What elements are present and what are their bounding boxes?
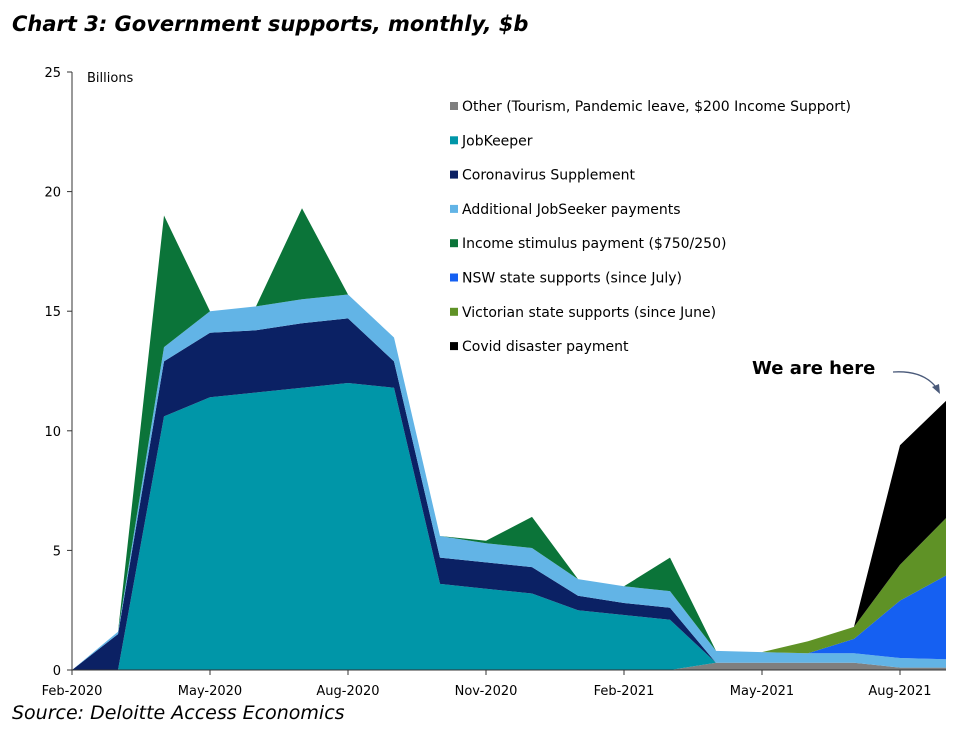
legend: Other (Tourism, Pandemic leave, $200 Inc… [450, 99, 851, 355]
source-note: Source: Deloitte Access Economics [12, 702, 345, 724]
y-tick-label: 0 [53, 664, 61, 679]
x-tick-label: Aug-2020 [316, 684, 379, 699]
legend-swatch [450, 136, 458, 145]
area-other-tourism-pandemic-leave-200-income-support [72, 662, 946, 670]
y-tick-label: 15 [44, 305, 61, 320]
legend-label: NSW state supports (since July) [462, 271, 682, 287]
x-tick-label: Aug-2021 [868, 684, 931, 699]
x-tick-label: Feb-2021 [594, 684, 655, 699]
area-victorian-state-supports-since-june [72, 208, 946, 671]
legend-swatch [450, 307, 458, 316]
annotation-text: We are here [752, 358, 875, 379]
legend-label: JobKeeper [461, 133, 533, 149]
legend-swatch [450, 239, 458, 248]
x-tick-label: May-2020 [178, 684, 242, 699]
chart-title: Chart 3: Government supports, monthly, $… [12, 12, 529, 36]
legend-label: Additional JobSeeker payments [462, 202, 681, 218]
legend-label: Coronavirus Supplement [462, 168, 636, 184]
legend-item: Income stimulus payment ($750/250) [450, 236, 726, 252]
legend-label: Income stimulus payment ($750/250) [462, 236, 726, 252]
legend-swatch [450, 273, 458, 282]
legend-swatch [450, 204, 458, 213]
legend-swatch [450, 170, 458, 179]
x-tick-label: Nov-2020 [455, 684, 518, 699]
legend-label: Other (Tourism, Pandemic leave, $200 Inc… [462, 99, 851, 115]
legend-item: Victorian state supports (since June) [450, 305, 716, 321]
y-axis-label: Billions [87, 71, 134, 86]
annotation-arrow-head [932, 384, 940, 394]
y-tick-label: 5 [53, 544, 61, 559]
area-jobkeeper [72, 383, 946, 670]
y-tick-label: 10 [44, 425, 61, 440]
legend-item: NSW state supports (since July) [450, 271, 682, 287]
legend-label: Victorian state supports (since June) [462, 305, 716, 321]
x-tick-label: May-2021 [730, 684, 794, 699]
legend-item: Other (Tourism, Pandemic leave, $200 Inc… [450, 99, 851, 115]
legend-swatch [450, 102, 458, 110]
legend-item: Covid disaster payment [450, 339, 629, 355]
legend-item: JobKeeper [450, 133, 533, 149]
area-layer [72, 208, 946, 671]
legend-item: Additional JobSeeker payments [450, 202, 681, 218]
annotation-arrow-line [892, 371, 939, 391]
y-tick-label: 20 [44, 186, 61, 201]
legend-swatch [450, 342, 458, 351]
axes-layer: 0 5 10 15 20 25 Billions Feb-2020 May-2020 Aug-20… [42, 66, 946, 699]
legend-label: Covid disaster payment [462, 339, 629, 355]
annotation: We are here [752, 358, 940, 394]
y-tick-label: 25 [44, 66, 61, 81]
legend-item: Coronavirus Supplement [450, 168, 636, 184]
x-tick-label: Feb-2020 [42, 684, 103, 699]
